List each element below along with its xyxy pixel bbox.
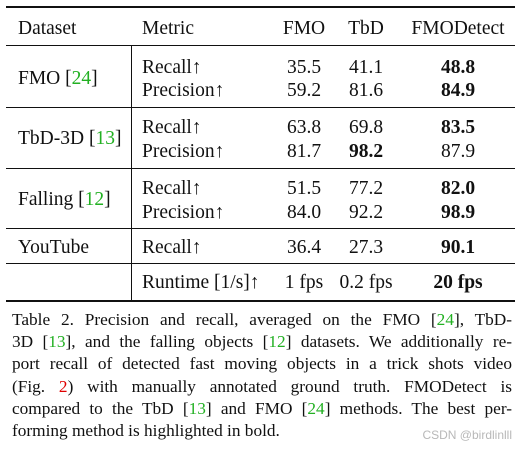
table-cell: 1 fps: [284, 272, 324, 293]
table-cell: 87.9: [440, 141, 476, 162]
caption-line: Table 2. Precision and recall, averaged …: [12, 310, 512, 329]
table-rule: [6, 300, 515, 302]
table-cell: 77.2: [348, 178, 384, 199]
metric-label: Precision↑: [142, 141, 225, 162]
table-cell: 98.9: [440, 202, 476, 223]
table-rule: [6, 45, 515, 46]
table-cell: 20 fps: [433, 272, 483, 293]
metric-label: Recall↑: [142, 178, 202, 199]
table-cell: 84.0: [286, 202, 322, 223]
table-caption: Table 2. Precision and recall, averaged …: [12, 309, 512, 442]
dataset-label: Falling [12]: [18, 189, 111, 210]
table-rule: [6, 263, 515, 264]
table-cell: 69.8: [348, 117, 384, 138]
caption-line: port recall of detected fast moving obje…: [12, 354, 512, 374]
table-cell: 0.2 fps: [339, 272, 393, 293]
table-cell: 36.4: [286, 237, 322, 258]
citation-link[interactable]: 24: [436, 310, 454, 329]
citation-link[interactable]: 12: [268, 332, 286, 352]
citation-link[interactable]: 13: [188, 398, 206, 418]
caption-line: compared to the TbD [13] and FMO [24] me…: [12, 398, 512, 418]
table-cell: 27.3: [348, 237, 384, 258]
table-cell: 98.2: [348, 141, 384, 162]
table-cell: 82.0: [440, 178, 476, 199]
table-rule: [6, 6, 515, 8]
table-cell: 35.5: [286, 57, 322, 78]
metric-label: Recall↑: [142, 237, 202, 258]
dataset-label: FMO [24]: [18, 68, 98, 89]
figure-link[interactable]: 2: [58, 376, 68, 396]
table-cell: 81.6: [348, 80, 384, 101]
table-cell: 90.1: [440, 237, 476, 258]
table-rule: [6, 107, 515, 108]
caption-line: 3D [13], and the falling objects [12] da…: [12, 332, 512, 352]
column-header: TbD: [348, 18, 384, 39]
citation-link[interactable]: 12: [84, 189, 105, 210]
table-rule: [6, 228, 515, 229]
table-rule: [6, 168, 515, 169]
citation-link[interactable]: 24: [71, 68, 92, 89]
caption-line: (Fig. 2) with manually annotated ground …: [12, 376, 512, 396]
column-header: Metric: [142, 18, 194, 39]
table-cell: 92.2: [348, 202, 384, 223]
table-cell: 81.7: [286, 141, 322, 162]
citation-link[interactable]: 24: [307, 398, 325, 418]
metric-label: Recall↑: [142, 117, 202, 138]
column-header: FMO: [282, 18, 326, 39]
metric-label: Recall↑: [142, 57, 202, 78]
citation-link[interactable]: 13: [48, 332, 66, 352]
dataset-label: TbD-3D [13]: [18, 128, 122, 149]
column-header: FMODetect: [411, 18, 505, 39]
column-header: Dataset: [18, 18, 77, 39]
metric-label: Precision↑: [142, 202, 225, 223]
column-separator: [131, 45, 132, 300]
citation-link[interactable]: 13: [95, 128, 115, 149]
watermark: CSDN @birdlinlll: [422, 428, 512, 442]
table-cell: 48.8: [440, 57, 476, 78]
metric-label: Runtime [1/s]↑: [142, 272, 260, 293]
table-cell: 83.5: [440, 117, 476, 138]
table-cell: 59.2: [286, 80, 322, 101]
dataset-label: YouTube: [18, 237, 90, 258]
metric-label: Precision↑: [142, 80, 225, 101]
table-cell: 41.1: [348, 57, 384, 78]
caption-line: forming method is highlighted in bold.: [12, 421, 280, 441]
table-cell: 51.5: [286, 178, 322, 199]
table-cell: 63.8: [286, 117, 322, 138]
table-cell: 84.9: [440, 80, 476, 101]
